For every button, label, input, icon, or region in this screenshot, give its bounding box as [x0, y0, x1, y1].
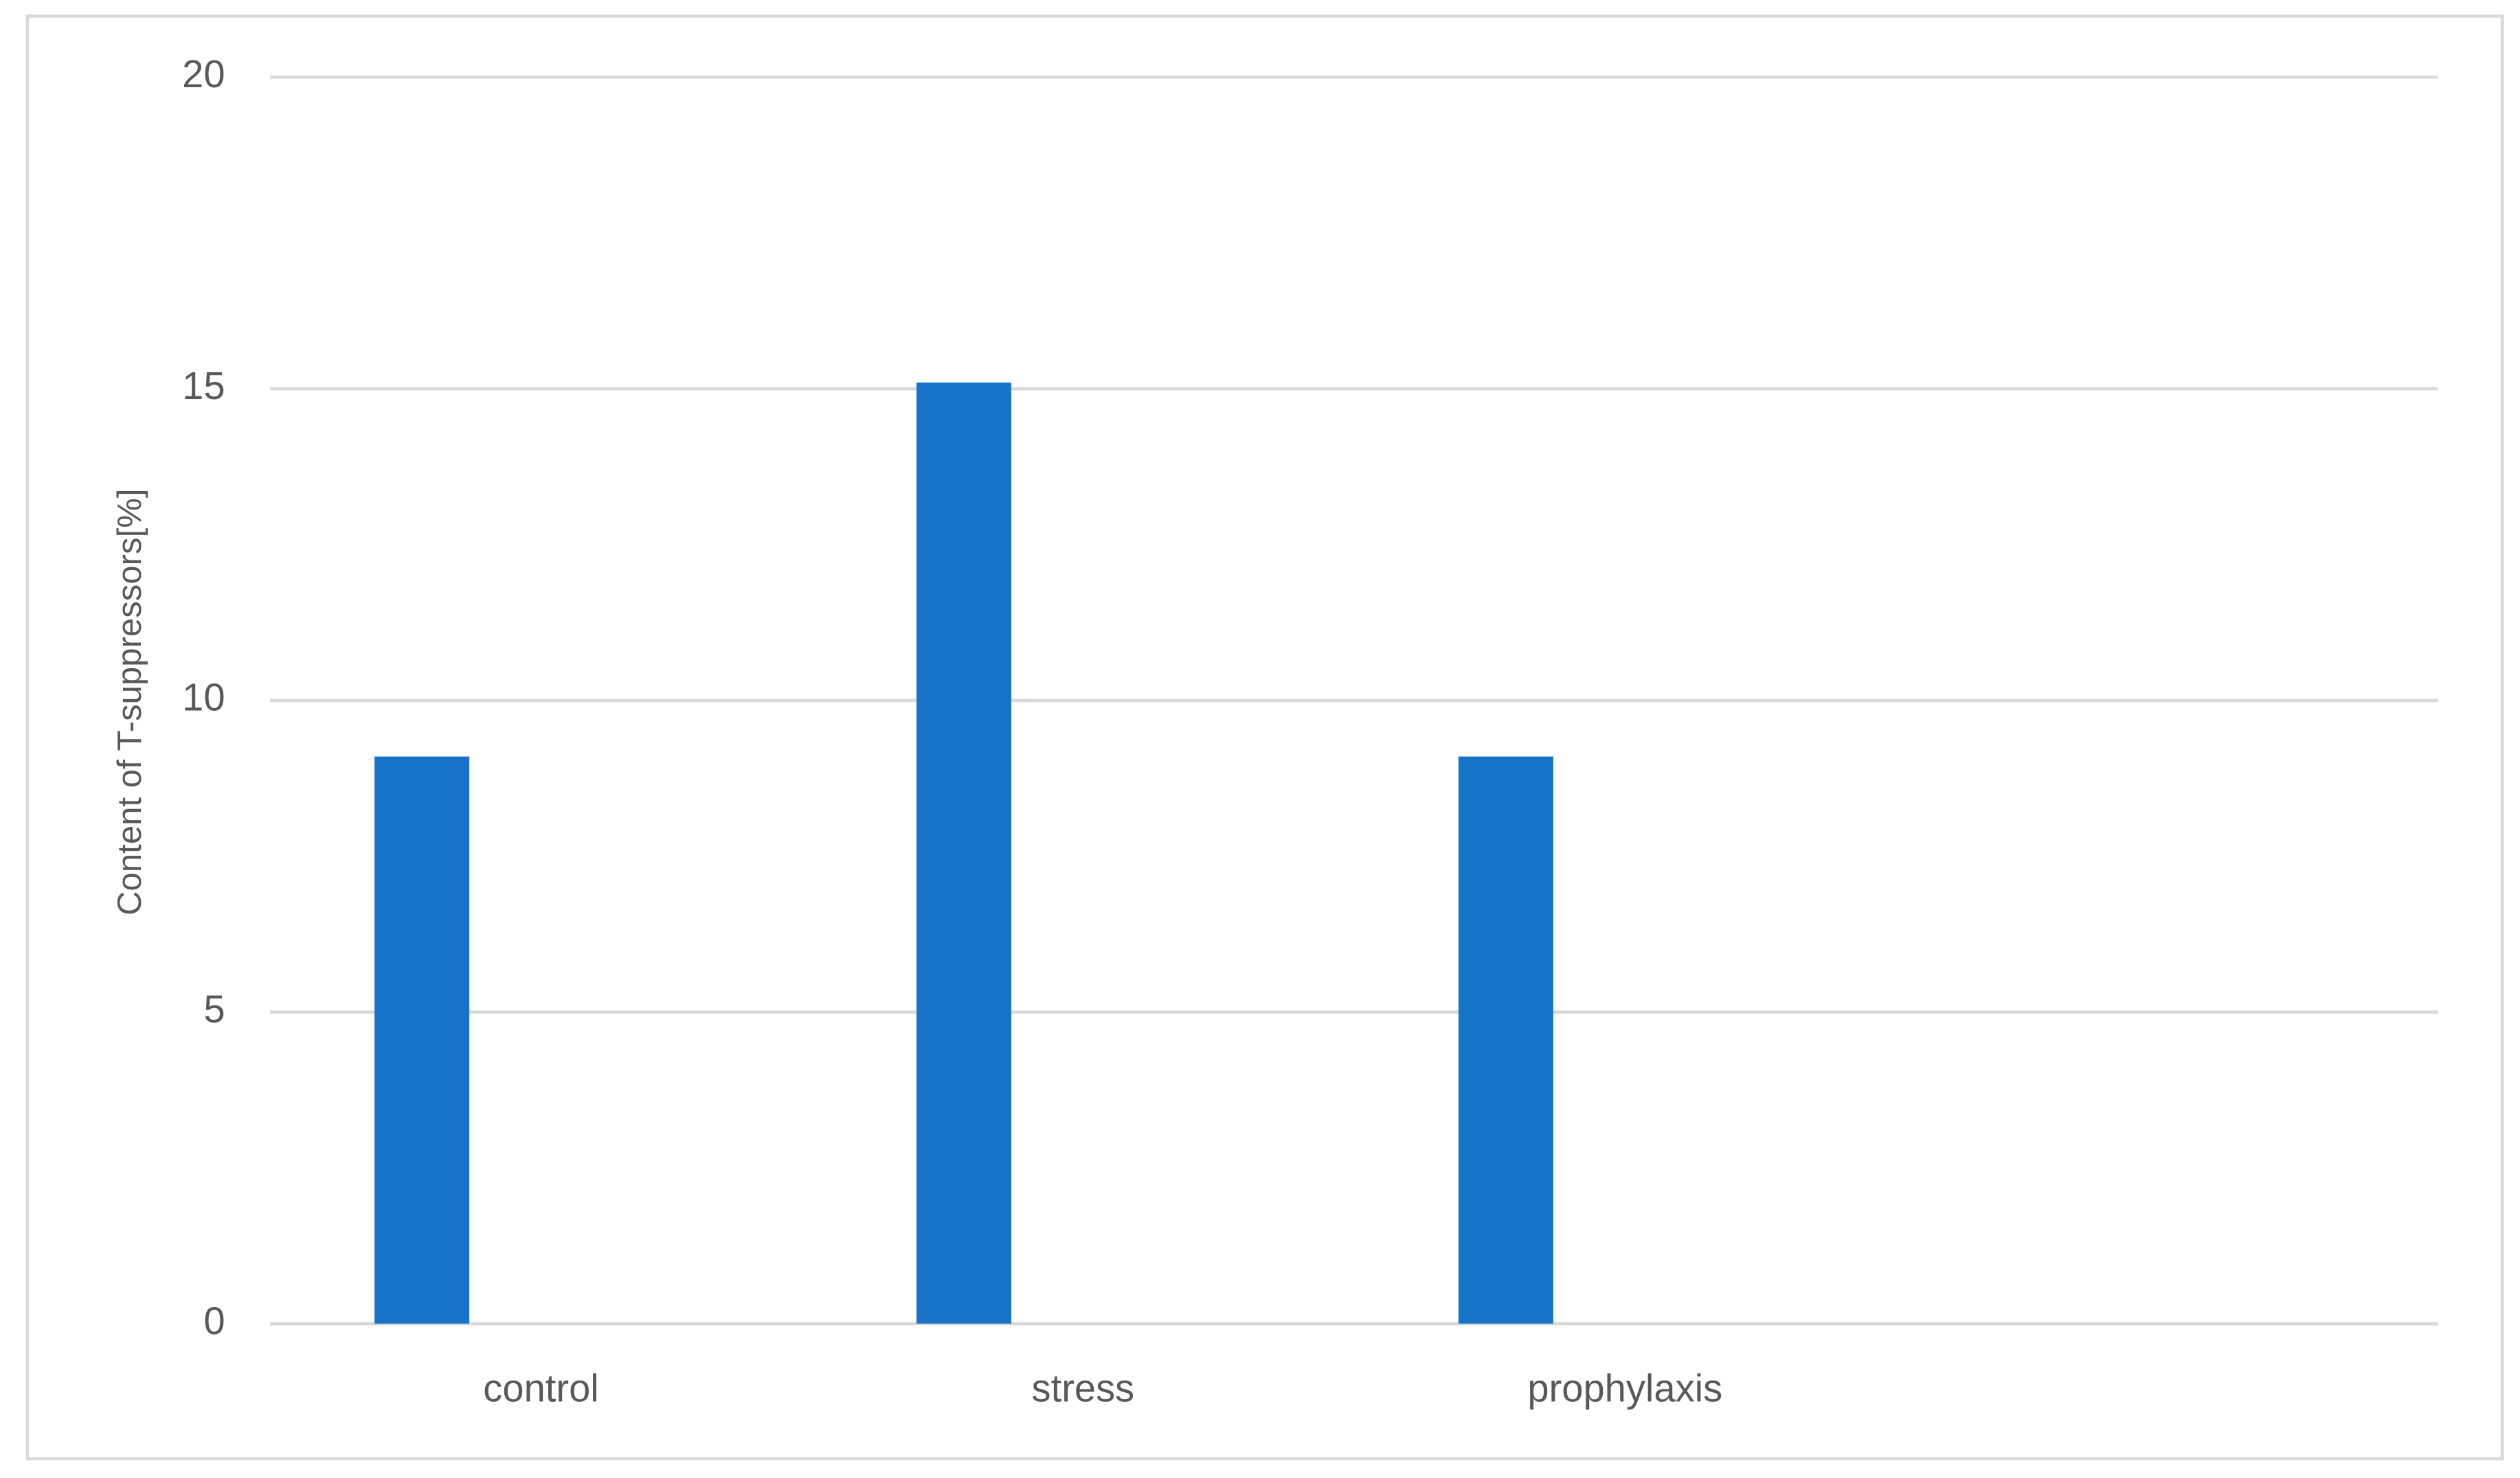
y-tick-label: 10	[182, 676, 225, 719]
bar	[916, 382, 1012, 1324]
y-axis-label: Content of T-suppressors[%]	[111, 488, 148, 915]
x-tick-label: prophylaxis	[1527, 1367, 1722, 1410]
y-tick-label: 20	[182, 52, 225, 95]
bar	[1458, 756, 1553, 1324]
y-tick-label: 15	[182, 364, 225, 407]
y-tick-label: 5	[203, 987, 225, 1030]
bar	[374, 756, 470, 1324]
x-tick-label: stress	[1032, 1367, 1135, 1410]
x-tick-label: control	[483, 1367, 598, 1410]
y-tick-label: 0	[203, 1299, 225, 1342]
